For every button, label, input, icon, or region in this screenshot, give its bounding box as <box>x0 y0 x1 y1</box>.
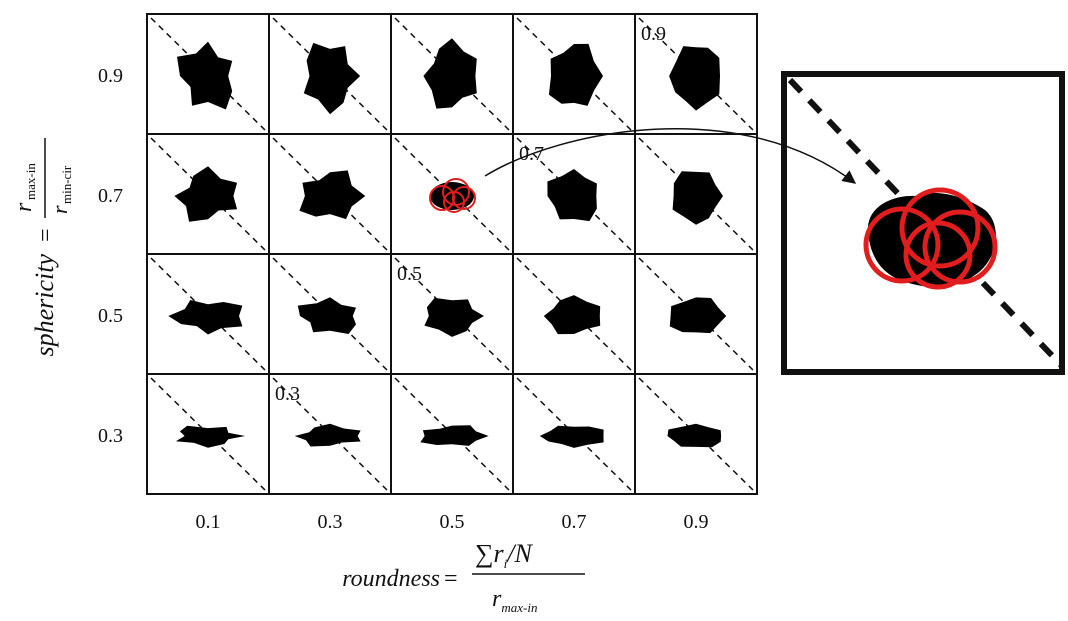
row-label: 0.7 <box>98 185 123 207</box>
column-label: 0.1 <box>196 511 221 533</box>
y-axis-name: sphericity <box>30 254 59 357</box>
operator: = <box>33 228 59 242</box>
y-axis-label: sphericity = r max-in r min-cir <box>11 138 74 357</box>
numerator: ∑ri/N <box>475 539 534 571</box>
row-label: 0.5 <box>98 305 123 327</box>
numerator-sub: max-in <box>23 163 38 200</box>
x-axis-name: roundness <box>342 566 440 592</box>
numerator: r <box>11 202 37 212</box>
diagonal-label: 0.9 <box>641 23 666 45</box>
x-axis-label: roundness = ∑ri/N rmax-in <box>342 539 585 615</box>
operator: = <box>444 566 458 592</box>
numerator-rest: /N <box>505 539 533 568</box>
zoom-panel <box>784 74 1062 372</box>
denominator: r <box>47 205 72 214</box>
column-label: 0.7 <box>562 511 587 533</box>
column-label: 0.3 <box>318 511 343 533</box>
denominator-sub: max-in <box>501 600 537 615</box>
column-label: 0.5 <box>440 511 465 533</box>
row-label: 0.9 <box>98 65 123 87</box>
column-label: 0.9 <box>684 511 709 533</box>
denominator: rmax-in <box>492 586 537 615</box>
diagonal-label: 0.5 <box>397 263 422 285</box>
denominator-sub: min-cir <box>59 165 74 204</box>
numerator-main: ∑r <box>475 539 505 568</box>
diagonal-label: 0.3 <box>275 383 300 405</box>
row-label: 0.3 <box>98 425 123 447</box>
figure: 0.90.70.50.30.10.30.50.70.90.90.70.50.3 … <box>0 0 1068 621</box>
